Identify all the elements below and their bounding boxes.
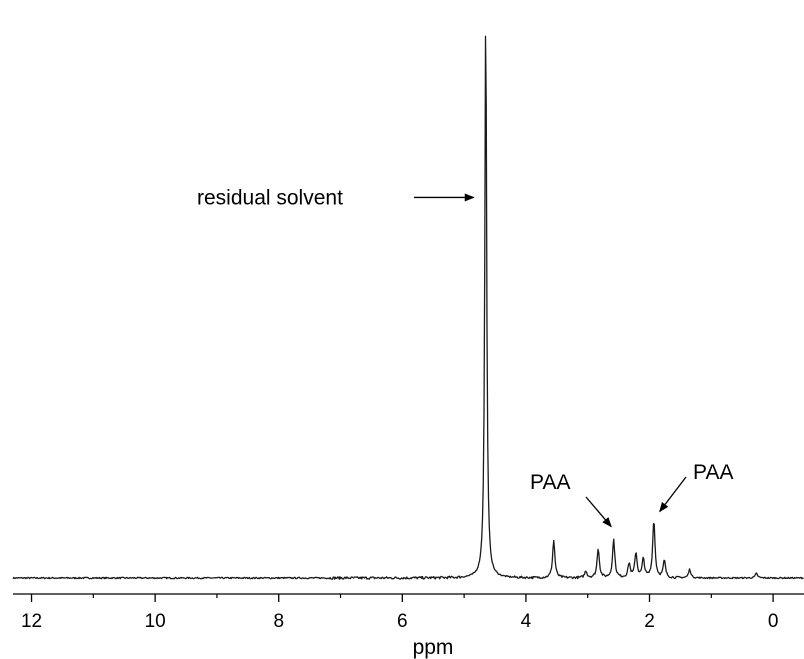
spectrum-layer [12,35,804,580]
annotation-residual-solvent: residual solvent [197,186,343,209]
x-axis-tick-label: 4 [521,611,532,632]
x-axis-tick-label: 12 [21,611,42,632]
annotation-arrow [585,496,612,528]
annotation-arrow [659,476,687,513]
annotations: residual solvent PAA PAA [197,186,733,528]
x-axis-tick-label: 8 [273,611,284,632]
x-axis-tick-label: 0 [768,611,779,632]
spectrum-series-line [12,35,804,580]
annotation-paa-right: PAA [693,461,733,484]
x-axis: 12 10 8 6 4 2 0 [13,593,804,632]
x-axis-tick-label: 2 [644,611,655,632]
annotation-paa-left: PAA [530,471,570,494]
x-axis-tick-label: 10 [145,611,166,632]
x-axis-title: ppm [413,636,454,659]
x-axis-tick-label: 6 [397,611,408,632]
